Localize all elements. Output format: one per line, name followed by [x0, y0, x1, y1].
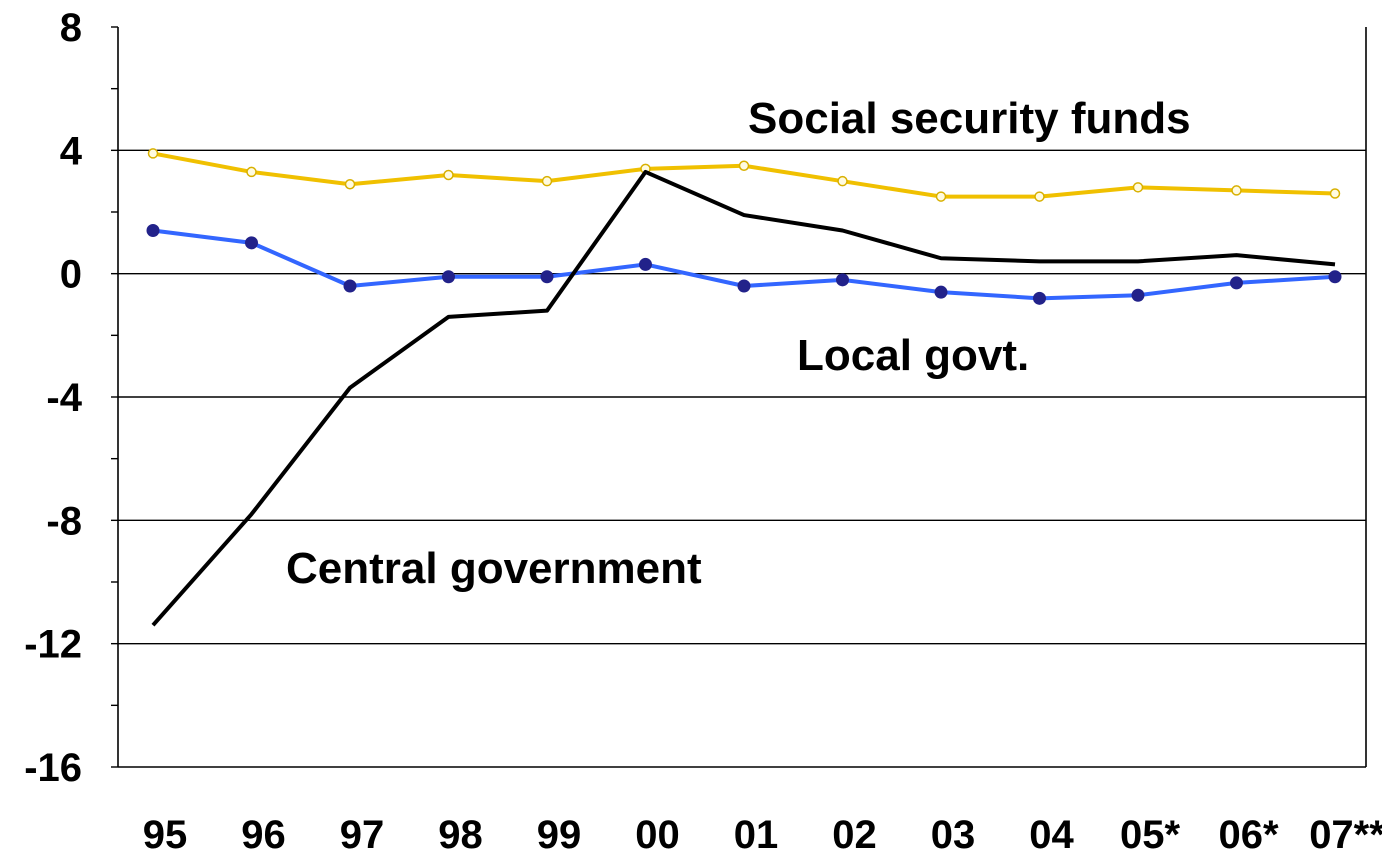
data-point-social-security-funds — [1329, 188, 1341, 199]
data-point-local-govt — [245, 236, 258, 250]
series-label-central-government: Central government — [286, 544, 702, 593]
x-tick-label: 98 — [438, 813, 483, 857]
data-point-social-security-funds — [837, 175, 848, 187]
data-point-local-govt — [1131, 288, 1145, 302]
x-tick-label: 07** — [1309, 813, 1382, 857]
axes: 8 4 0 -4 -8 -12 -16 95 96 97 98 99 00 01 02 03 04 05* 06* 0… — [24, 6, 1382, 857]
x-tick-label: 06* — [1218, 813, 1278, 857]
y-tick-label: 4 — [60, 129, 83, 173]
data-point-local-govt — [540, 270, 554, 284]
x-tick-label: 95 — [143, 813, 188, 857]
series-label-local-govt: Local govt. — [797, 331, 1029, 380]
data-point-local-govt — [1230, 276, 1243, 290]
data-point-social-security-funds — [443, 169, 454, 181]
data-point-local-govt — [737, 279, 751, 293]
data-point-local-govt — [1328, 270, 1342, 284]
data-point-social-security-funds — [1034, 191, 1045, 202]
data-point-local-govt — [934, 285, 948, 299]
y-tick-label: -4 — [46, 376, 82, 420]
data-point-local-govt — [442, 270, 455, 284]
data-point-local-govt — [836, 273, 849, 287]
x-tick-label: 02 — [832, 813, 877, 857]
data-point-social-security-funds — [541, 175, 553, 187]
data-point-social-security-funds — [935, 191, 947, 202]
x-tick-label: 97 — [340, 813, 385, 857]
x-tick-label: 01 — [734, 813, 779, 857]
y-tick-label: -8 — [46, 499, 82, 543]
data-point-social-security-funds — [246, 166, 257, 178]
data-point-local-govt — [343, 279, 357, 293]
y-tick-label: 8 — [60, 6, 82, 50]
series-line-central-government — [151, 169, 1336, 627]
data-point-local-govt — [1033, 291, 1046, 305]
data-point-social-security-funds — [344, 179, 356, 190]
labels: Social security funds Local govt. Centra… — [286, 94, 1191, 593]
data-point-social-security-funds — [738, 160, 750, 171]
series-label-social-security: Social security funds — [748, 94, 1191, 143]
x-tick-label: 03 — [931, 813, 976, 857]
data-point-social-security-funds — [1231, 185, 1242, 196]
x-tick-label: 00 — [635, 813, 680, 857]
y-tick-label: 0 — [60, 253, 82, 297]
y-tick-label: -12 — [24, 623, 82, 667]
x-tick-label: 99 — [537, 813, 582, 857]
data-point-local-govt — [639, 257, 652, 271]
x-tick-label: 96 — [241, 813, 286, 857]
data-point-local-govt — [146, 224, 160, 237]
data-point-social-security-funds — [147, 148, 159, 159]
y-tick-label: -16 — [24, 746, 82, 790]
series-layer — [146, 148, 1342, 627]
x-tick-label: 04 — [1029, 813, 1074, 857]
x-tick-label: 05* — [1120, 813, 1180, 857]
data-point-social-security-funds — [1132, 182, 1144, 193]
